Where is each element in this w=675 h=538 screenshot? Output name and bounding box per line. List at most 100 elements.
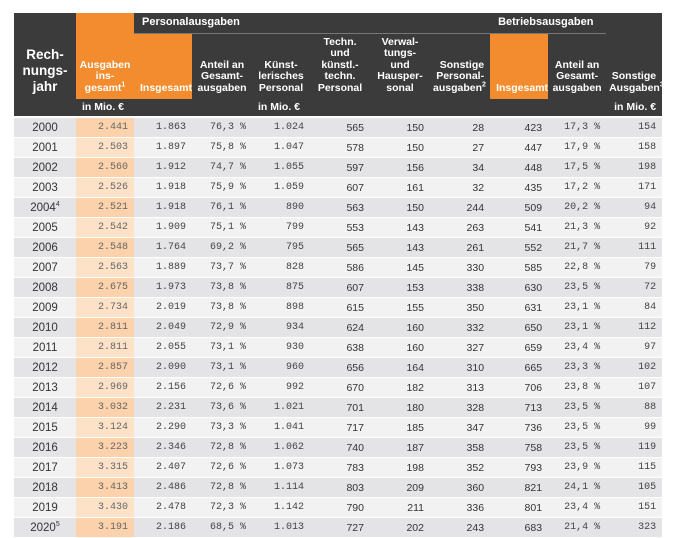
group-header-personalausgaben: Personalausgaben [134, 13, 491, 34]
cell-personal-insgesamt: 2.290 [134, 417, 192, 438]
cell-betrieb-anteil: 23,5 % [548, 417, 607, 438]
cell-betrieb-anteil: 23,4 % [548, 337, 607, 358]
unit-spacer-year [14, 99, 76, 118]
cell-personal-anteil: 75,8 % [192, 137, 252, 158]
cell-betrieb-insgesamt: 659 [490, 337, 549, 358]
cell-technisches-personal: 717 [310, 417, 370, 438]
cell-kuenstlerisches-personal: 795 [252, 237, 310, 258]
cell-verwaltungspersonal: 185 [370, 417, 430, 438]
cell-verwaltungspersonal: 187 [370, 437, 430, 458]
cell-sonstige-ausgaben: 105 [606, 477, 663, 498]
cell-betrieb-insgesamt: 552 [490, 237, 549, 258]
cell-sonstige-ausgaben: 158 [606, 137, 663, 158]
cell-verwaltungspersonal: 180 [370, 397, 430, 418]
cell-kuenstlerisches-personal: 1.021 [252, 397, 310, 418]
cell-personal-anteil: 73,8 % [192, 277, 252, 298]
unit-spacer [490, 99, 549, 118]
cell-personal-insgesamt: 2.055 [134, 337, 192, 358]
cell-verwaltungspersonal: 150 [370, 197, 430, 218]
cell-ausgaben-insgesamt: 2.811 [76, 317, 134, 338]
cell-sonstige-personalausgaben: 261 [430, 237, 491, 258]
cell-ausgaben-insgesamt: 2.857 [76, 357, 134, 378]
header-sonstige-personalausgaben: Sonstige Personal- ausgaben2 [430, 33, 491, 99]
cell-betrieb-insgesamt: 650 [490, 317, 549, 338]
table-row: 2000 2.441 1.863 76,3 % 1.024 565 150 28 423 17,3… [14, 117, 663, 138]
header-personal-insgesamt: Insgesamt [134, 33, 192, 99]
cell-year: 2005 [14, 217, 76, 238]
cell-betrieb-insgesamt: 423 [490, 117, 549, 138]
cell-sonstige-personalausgaben: 28 [430, 117, 491, 138]
cell-personal-insgesamt: 1.863 [134, 117, 192, 138]
cell-technisches-personal: 565 [310, 117, 370, 138]
year-label: 2010 [32, 321, 58, 334]
cell-personal-insgesamt: 2.346 [134, 437, 192, 458]
cell-technisches-personal: 803 [310, 477, 370, 498]
cell-kuenstlerisches-personal: 1.024 [252, 117, 310, 138]
cell-personal-anteil: 73,1 % [192, 337, 252, 358]
cell-kuenstlerisches-personal: 799 [252, 217, 310, 238]
year-label: 2005 [32, 221, 58, 234]
year-footnote: 4 [55, 200, 60, 208]
cell-personal-anteil: 72,9 % [192, 317, 252, 338]
cell-technisches-personal: 624 [310, 317, 370, 338]
year-label: 2015 [32, 421, 58, 434]
header-betrieb-insgesamt: Insgesamt [490, 33, 549, 99]
cell-sonstige-ausgaben: 99 [606, 417, 663, 438]
table-row: 2009 2.734 2.019 73,8 % 898 615 155 350 631 23,1 … [14, 297, 663, 318]
cell-personal-insgesamt: 2.478 [134, 497, 192, 518]
cell-personal-anteil: 72,6 % [192, 377, 252, 398]
cell-year: 2009 [14, 297, 76, 318]
table-row: 2014 3.032 2.231 73,6 % 1.021 701 180 328 713 23,… [14, 397, 663, 418]
cell-sonstige-personalausgaben: 243 [430, 517, 491, 538]
cell-verwaltungspersonal: 153 [370, 277, 430, 298]
cell-technisches-personal: 607 [310, 177, 370, 198]
table-row: 2018 3.413 2.486 72,8 % 1.114 803 209 360 821 24,… [14, 477, 663, 498]
cell-sonstige-personalausgaben: 244 [430, 197, 491, 218]
table-row: 2013 2.969 2.156 72,6 % 992 670 182 313 706 23,8 … [14, 377, 663, 398]
cell-kuenstlerisches-personal: 890 [252, 197, 310, 218]
cell-sonstige-ausgaben: 154 [606, 117, 663, 138]
header-personal-anteil: Anteil an Gesamt- ausgaben [192, 33, 252, 99]
cell-year: 2006 [14, 237, 76, 258]
cell-year: 2002 [14, 157, 76, 178]
cell-betrieb-anteil: 17,9 % [548, 137, 607, 158]
cell-sonstige-personalausgaben: 27 [430, 137, 491, 158]
cell-sonstige-personalausgaben: 350 [430, 297, 491, 318]
cell-year: 2003 [14, 177, 76, 198]
cell-betrieb-insgesamt: 706 [490, 377, 549, 398]
cell-technisches-personal: 790 [310, 497, 370, 518]
cell-betrieb-anteil: 17,3 % [548, 117, 607, 138]
cell-ausgaben-insgesamt: 2.548 [76, 237, 134, 258]
cell-kuenstlerisches-personal: 1.073 [252, 457, 310, 478]
cell-betrieb-anteil: 20,2 % [548, 197, 607, 218]
table-row: 2011 2.811 2.055 73,1 % 930 638 160 327 659 23,4 … [14, 337, 663, 358]
cell-sonstige-personalausgaben: 34 [430, 157, 491, 178]
unit-label-personal: in Mio. € [252, 99, 310, 118]
cell-technisches-personal: 553 [310, 217, 370, 238]
cell-personal-anteil: 76,3 % [192, 117, 252, 138]
cell-year: 2000 [14, 117, 76, 138]
year-label: 2001 [32, 141, 58, 154]
cell-betrieb-insgesamt: 630 [490, 277, 549, 298]
cell-betrieb-anteil: 17,2 % [548, 177, 607, 198]
cell-personal-insgesamt: 1.897 [134, 137, 192, 158]
cell-kuenstlerisches-personal: 1.047 [252, 137, 310, 158]
cell-verwaltungspersonal: 198 [370, 457, 430, 478]
cell-personal-insgesamt: 1.889 [134, 257, 192, 278]
cell-personal-anteil: 74,7 % [192, 157, 252, 178]
cell-ausgaben-insgesamt: 2.503 [76, 137, 134, 158]
cell-sonstige-ausgaben: 119 [606, 437, 663, 458]
cell-verwaltungspersonal: 155 [370, 297, 430, 318]
year-label: 2019 [32, 501, 58, 514]
cell-personal-anteil: 72,8 % [192, 437, 252, 458]
year-label: 2020 [30, 521, 56, 534]
table-row: 2015 3.124 2.290 73,3 % 1.041 717 185 347 736 23,… [14, 417, 663, 438]
cell-personal-insgesamt: 2.231 [134, 397, 192, 418]
year-label: 2011 [32, 341, 58, 354]
cell-technisches-personal: 783 [310, 457, 370, 478]
cell-ausgaben-insgesamt: 3.315 [76, 457, 134, 478]
cell-betrieb-insgesamt: 541 [490, 217, 549, 238]
cell-betrieb-anteil: 22,8 % [548, 257, 607, 278]
cell-sonstige-ausgaben: 97 [606, 337, 663, 358]
cell-betrieb-insgesamt: 585 [490, 257, 549, 278]
